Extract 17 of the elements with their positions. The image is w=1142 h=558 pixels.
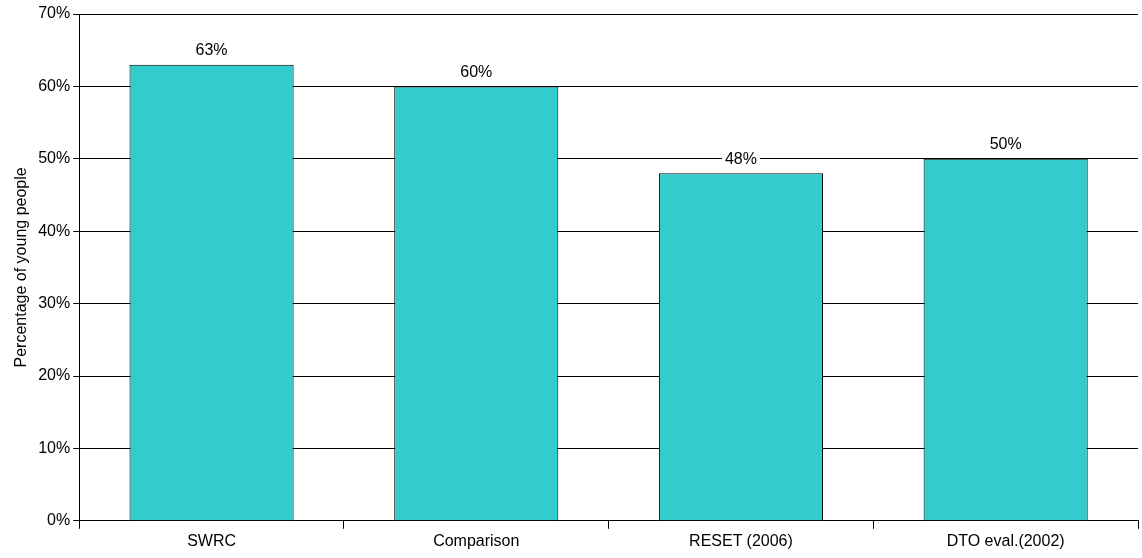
y-tick-label: 70% bbox=[38, 4, 71, 22]
y-axis-title: Percentage of young people bbox=[12, 167, 30, 368]
y-tick-label: 20% bbox=[38, 366, 71, 384]
y-tick-label: 50% bbox=[38, 149, 71, 167]
y-tick-label: 30% bbox=[38, 294, 71, 312]
y-tick-label: 10% bbox=[38, 438, 71, 456]
data-label: 60% bbox=[460, 62, 493, 80]
x-tick-label: SWRC bbox=[187, 531, 237, 549]
x-tick-label: Comparison bbox=[433, 531, 520, 549]
data-label: 63% bbox=[195, 41, 228, 59]
x-tick-label: RESET (2006) bbox=[689, 531, 793, 549]
y-tick-label: 0% bbox=[47, 511, 71, 529]
x-tick-label: DTO eval.(2002) bbox=[946, 531, 1065, 549]
data-label: 48% bbox=[724, 149, 757, 167]
y-tick-label: 60% bbox=[38, 76, 71, 94]
y-tick-label: 40% bbox=[38, 221, 71, 239]
data-label: 50% bbox=[989, 135, 1022, 153]
